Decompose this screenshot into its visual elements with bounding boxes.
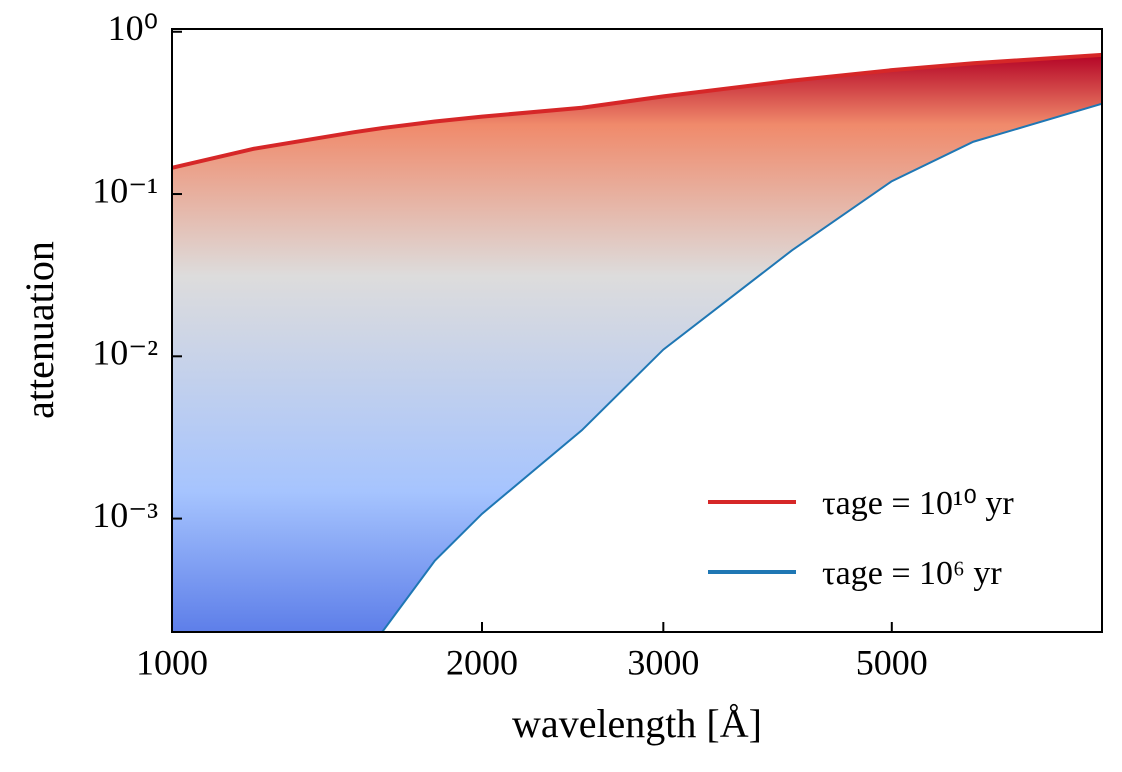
band-fill [172,54,1102,632]
y-tick-label: 10⁰ [108,8,158,48]
x-tick-label: 5000 [856,642,928,682]
series-line [381,102,1102,632]
y-tick-label: 10⁻¹ [92,170,158,210]
y-axis-label: attenuation [17,241,62,419]
axes-frame [171,28,1103,633]
y-tick-label: 10⁻³ [92,495,158,535]
legend-label: τage = 10⁶ yr [822,555,1002,592]
x-axis-label: wavelength [Å] [512,701,762,746]
series-line [172,52,1102,170]
x-tick-label: 3000 [627,642,699,682]
x-tick-label: 1000 [136,642,208,682]
x-tick-label: 2000 [446,642,518,682]
legend-label: τage = 10¹⁰ yr [822,485,1014,522]
plot-area [172,52,1102,632]
y-tick-label: 10⁻² [92,333,158,373]
